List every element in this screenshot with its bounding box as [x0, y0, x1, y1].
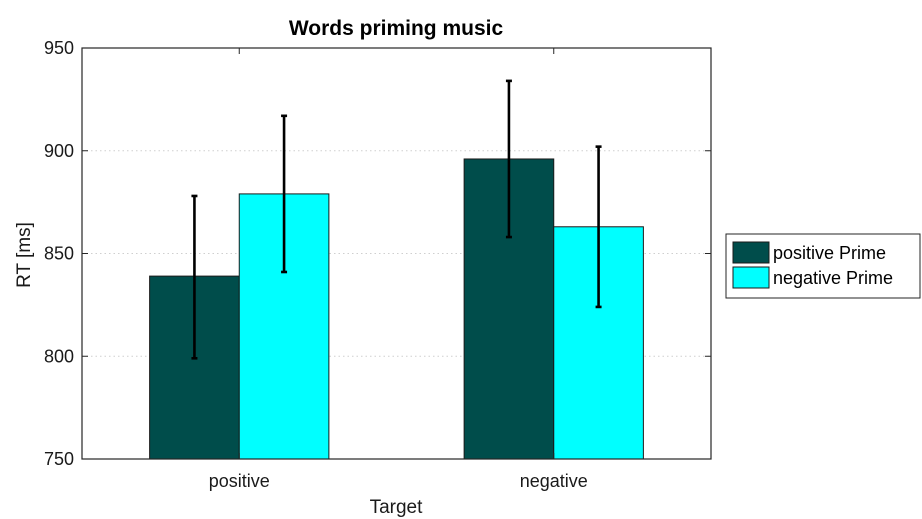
- x-axis-ticks: positive negative: [209, 48, 588, 491]
- error-bars: [191, 79, 602, 360]
- legend-label: positive Prime: [773, 243, 886, 263]
- y-tick-label: 950: [44, 38, 74, 58]
- chart-title: Words priming music: [289, 17, 504, 40]
- y-tick-label: 850: [44, 244, 74, 264]
- y-axis-ticks: 750 800 850 900 950: [44, 38, 711, 469]
- x-tick-label: negative: [520, 471, 588, 491]
- legend-swatch: [732, 266, 770, 289]
- x-axis-label: Target: [370, 497, 424, 518]
- legend-swatch: [732, 241, 770, 264]
- bars: [149, 158, 644, 460]
- legend: positive Prime negative Prime: [725, 233, 921, 299]
- x-tick-label: positive: [209, 471, 270, 491]
- y-tick-label: 900: [44, 141, 74, 161]
- legend-label: negative Prime: [773, 268, 893, 288]
- y-tick-label: 800: [44, 346, 74, 366]
- y-axis-label: RT [ms]: [14, 222, 35, 288]
- y-tick-label: 750: [44, 449, 74, 469]
